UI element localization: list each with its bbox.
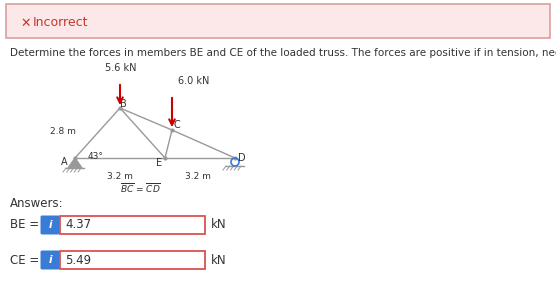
FancyBboxPatch shape <box>6 4 550 38</box>
FancyBboxPatch shape <box>41 216 59 234</box>
Text: $\overline{BC}$ = $\overline{CD}$: $\overline{BC}$ = $\overline{CD}$ <box>120 181 161 195</box>
Text: D: D <box>238 153 246 163</box>
Text: BE =: BE = <box>10 219 39 231</box>
Text: 2.8 m: 2.8 m <box>50 127 76 137</box>
Text: E: E <box>156 158 162 168</box>
Text: ✕: ✕ <box>20 16 31 30</box>
Text: A: A <box>61 157 68 167</box>
Polygon shape <box>68 158 82 168</box>
FancyBboxPatch shape <box>41 251 59 269</box>
Text: 4.37: 4.37 <box>65 219 91 231</box>
Text: 5.49: 5.49 <box>65 254 91 266</box>
Text: Determine the forces in members BE and CE of the loaded truss. The forces are po: Determine the forces in members BE and C… <box>10 48 556 58</box>
Text: B: B <box>120 99 127 109</box>
Text: i: i <box>48 255 52 265</box>
Text: kN: kN <box>211 254 227 266</box>
Text: Incorrect: Incorrect <box>33 16 88 30</box>
Text: 43°: 43° <box>88 152 104 161</box>
Text: 6.0 kN: 6.0 kN <box>178 76 210 86</box>
Text: 3.2 m: 3.2 m <box>185 172 211 181</box>
Text: CE =: CE = <box>10 254 39 266</box>
FancyBboxPatch shape <box>60 251 205 269</box>
Text: Answers:: Answers: <box>10 197 63 210</box>
Text: C: C <box>174 120 181 130</box>
Text: 3.2 m: 3.2 m <box>107 172 133 181</box>
Text: kN: kN <box>211 219 227 231</box>
FancyBboxPatch shape <box>60 216 205 234</box>
Text: 5.6 kN: 5.6 kN <box>105 63 137 73</box>
Text: i: i <box>48 220 52 230</box>
